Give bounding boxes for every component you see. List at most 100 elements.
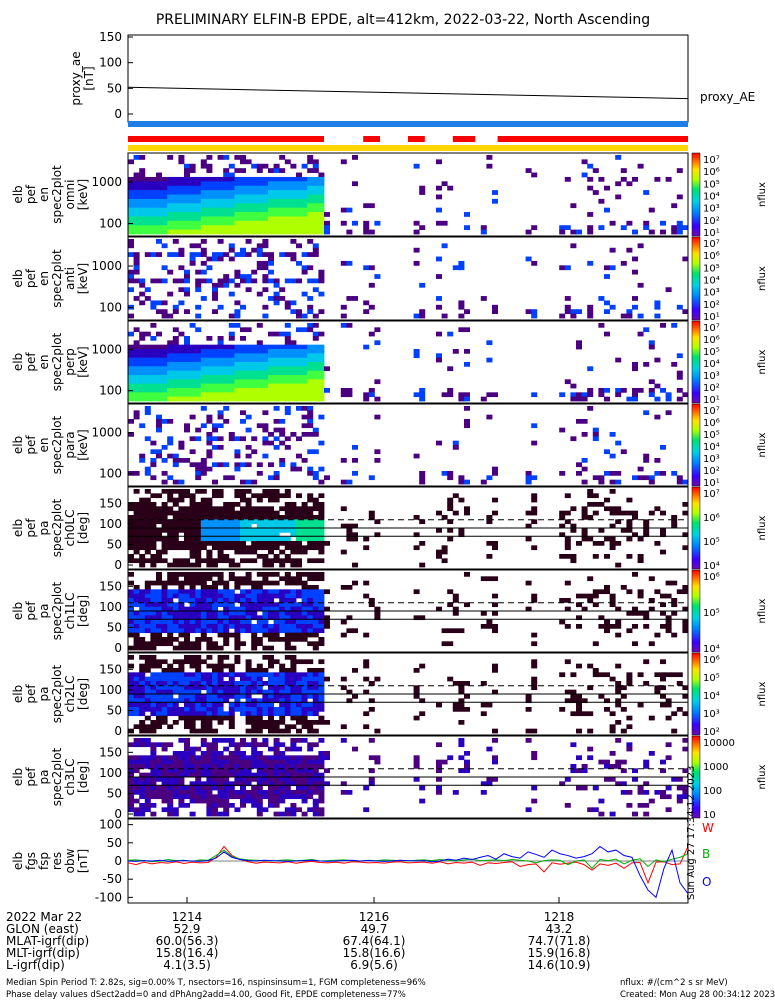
heatmap-cell (212, 489, 218, 494)
heatmap-cell (206, 576, 213, 582)
heatmap-cell (458, 738, 465, 743)
heatmap-cell (256, 536, 263, 542)
heatmap-cell (212, 619, 218, 625)
heatmap-cell (156, 453, 162, 459)
heatmap-cell (682, 502, 689, 507)
heatmap-cell (172, 785, 179, 791)
heatmap-cell (251, 724, 258, 730)
heatmap-cell (133, 585, 140, 590)
axis-row-value: 43.2 (546, 922, 573, 936)
heatmap-cell (144, 585, 151, 590)
heatmap-cell (581, 764, 588, 769)
heatmap-cell (368, 392, 375, 398)
heatmap-cell (368, 777, 375, 782)
heatmap-cell (284, 340, 291, 346)
heatmap-cell (340, 220, 347, 226)
heatmap-cell (279, 515, 286, 520)
heatmap-cell (223, 598, 230, 603)
heatmap-cell (200, 502, 207, 507)
heatmap-cell (128, 383, 134, 389)
heatmap-cell (290, 628, 297, 634)
heatmap-cell (150, 370, 157, 376)
heatmap-cell (228, 243, 235, 249)
heatmap-cell (156, 589, 162, 595)
heatmap-cell (284, 519, 291, 525)
heatmap-cell (251, 269, 258, 275)
heatmap-cell (296, 536, 302, 542)
heatmap-cell (195, 659, 202, 665)
heatmap-cell (486, 702, 493, 708)
heatmap-cell (256, 357, 263, 363)
heatmap-cell (346, 296, 353, 301)
heatmap-cell (178, 247, 185, 253)
heatmap-cell (189, 515, 196, 520)
heatmap-cell (223, 655, 230, 660)
heatmap-cell (245, 176, 252, 182)
heatmap-cell (660, 220, 666, 226)
heatmap-cell (256, 711, 263, 717)
heatmap-cell (150, 545, 157, 551)
heatmap-cell (223, 689, 230, 695)
heatmap-cell (156, 212, 162, 217)
heatmap-cell (312, 668, 319, 673)
spectrogram-ytick: 100 (99, 384, 122, 398)
heatmap-cell (156, 549, 162, 555)
heatmap-cell (245, 445, 252, 450)
heatmap-cell (189, 572, 196, 577)
heatmap-cell (318, 519, 325, 525)
heatmap-cell (256, 265, 263, 271)
heatmap-cell (570, 764, 577, 769)
heatmap-cell (240, 207, 246, 213)
heatmap-cell (525, 698, 532, 704)
heatmap-cell (228, 562, 235, 568)
heatmap-cell (632, 777, 638, 782)
heatmap-cell (682, 545, 689, 551)
heatmap-cell (262, 344, 269, 350)
heatmap-cell (161, 203, 168, 209)
heatmap-cell (167, 672, 174, 678)
heatmap-cell (307, 528, 314, 533)
heatmap-cell (447, 497, 454, 503)
heatmap-cell (564, 296, 571, 301)
heatmap-cell (307, 506, 314, 512)
heatmap-cell (587, 185, 594, 191)
heatmap-cell (604, 707, 610, 712)
heatmap-cell (156, 764, 162, 769)
heatmap-cell (464, 419, 470, 424)
heatmap-cell (318, 274, 325, 279)
heatmap-cell (340, 619, 347, 625)
heatmap-cell (256, 471, 263, 476)
heatmap-cell (167, 212, 174, 217)
heatmap-cell (150, 755, 157, 761)
heatmap-cell (268, 198, 274, 204)
heatmap-cell (245, 502, 252, 507)
heatmap-cell (279, 589, 286, 595)
heatmap-cell (206, 593, 213, 599)
heatmap-cell (268, 392, 274, 398)
heatmap-cell (609, 489, 616, 494)
heatmap-cell (167, 419, 174, 424)
heatmap-cell (212, 545, 218, 551)
heatmap-cell (296, 203, 302, 209)
heatmap-cell (217, 423, 224, 429)
heatmap-cell (312, 159, 319, 165)
heatmap-cell (189, 541, 196, 546)
heatmap-cell (273, 471, 280, 476)
heatmap-cell (184, 423, 190, 429)
heatmap-cell (682, 768, 689, 774)
heatmap-cell (128, 239, 134, 244)
heatmap-cell (273, 746, 280, 752)
heatmap-cell (648, 207, 655, 213)
heatmap-cell (284, 602, 291, 608)
heatmap-cell (223, 252, 230, 257)
heatmap-cell (150, 349, 157, 354)
heatmap-cell (206, 220, 213, 226)
heatmap-cell (206, 781, 213, 787)
heatmap-cell (273, 611, 280, 616)
heatmap-cell (128, 672, 134, 678)
heatmap-cell (307, 602, 314, 608)
heatmap-cell (587, 176, 594, 182)
heatmap-cell (128, 287, 134, 293)
heatmap-cell (598, 392, 605, 398)
heatmap-cell (346, 536, 353, 542)
